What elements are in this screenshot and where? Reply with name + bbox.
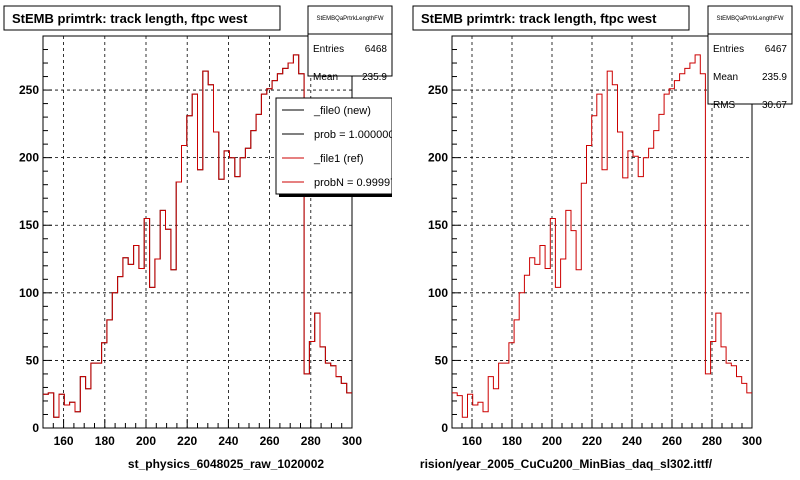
x-tick-label: 160 (462, 434, 482, 448)
x-tick-label: 300 (742, 434, 762, 448)
right-histogram-panel: StEMB primtrk: track length, ftpc west 1… (412, 5, 793, 471)
x-tick-label: 240 (622, 434, 642, 448)
x-tick-label: 260 (260, 434, 280, 448)
x-tick-label: 300 (342, 434, 362, 448)
stats-box-frame (707, 5, 793, 105)
y-tick-label: 200 (19, 151, 39, 165)
y-tick-label: 150 (428, 218, 448, 232)
x-tick-label: 220 (177, 434, 197, 448)
stats-value: 6468 (365, 44, 388, 55)
y-tick-label: 250 (19, 83, 39, 97)
y-tick-label: 50 (435, 353, 449, 367)
stats-box: StEMBQaPrtrkLengthFW Entries 6468 Mean 235.9 (307, 5, 393, 83)
left-chart-title: StEMB primtrk: track length, ftpc west (12, 11, 248, 26)
x-tick-label: 280 (702, 434, 722, 448)
legend-label: _file1 (ref) (313, 153, 364, 165)
stats-value: 6467 (765, 44, 788, 55)
legend-label: _file0 (new) (313, 105, 371, 117)
stats-label: Mean (313, 72, 338, 83)
stats-label: Mean (713, 72, 738, 83)
stats-label: RMS (713, 100, 736, 111)
histogram-series-0 (452, 54, 752, 418)
legend-label: prob = 1.000000 (314, 129, 394, 141)
right-title-box (412, 5, 690, 31)
left-histogram-panel: StEMB primtrk: track length, ftpc west 1… (3, 5, 402, 471)
y-tick-label: 250 (428, 83, 448, 97)
x-tick-label: 200 (542, 434, 562, 448)
stats-value: 235.9 (362, 72, 387, 83)
x-axis-title: st_physics_6048025_raw_1020002 (128, 457, 324, 471)
stats-label: Entries (713, 44, 744, 55)
stats-box: StEMBQaPrtrkLengthFW Entries 6467 Mean 235.9… (707, 5, 793, 111)
x-tick-label: 240 (218, 434, 238, 448)
legend-label: probN = 0.999977 (314, 177, 402, 189)
x-tick-label: 220 (582, 434, 602, 448)
stats-box-name: StEMBQaPrtrkLengthFW (716, 16, 783, 22)
legend-box: _file0 (new) prob = 1.000000 _file1 (ref) p… (275, 97, 402, 197)
stats-value: 30.67 (762, 100, 787, 111)
x-axis-title: rision/year_2005_CuCu200_MinBias_daq_sl3… (420, 457, 713, 471)
x-tick-label: 180 (95, 434, 115, 448)
x-tick-label: 160 (54, 434, 74, 448)
y-tick-label: 0 (441, 421, 448, 435)
x-tick-label: 280 (301, 434, 321, 448)
y-tick-label: 0 (32, 421, 39, 435)
legend-frame (275, 97, 392, 195)
stats-box-frame (307, 5, 393, 77)
stats-value: 235.9 (762, 72, 787, 83)
y-tick-label: 50 (26, 353, 40, 367)
left-title-box (3, 5, 281, 31)
y-tick-label: 100 (428, 286, 448, 300)
histogram-series-1 (43, 54, 352, 418)
y-tick-label: 200 (428, 151, 448, 165)
x-tick-label: 260 (662, 434, 682, 448)
x-tick-label: 200 (136, 434, 156, 448)
x-tick-label: 180 (502, 434, 522, 448)
y-tick-label: 100 (19, 286, 39, 300)
stats-label: Entries (313, 44, 344, 55)
stats-box-name: StEMBQaPrtrkLengthFW (316, 16, 383, 22)
right-chart-title: StEMB primtrk: track length, ftpc west (421, 11, 657, 26)
y-tick-label: 150 (19, 218, 39, 232)
